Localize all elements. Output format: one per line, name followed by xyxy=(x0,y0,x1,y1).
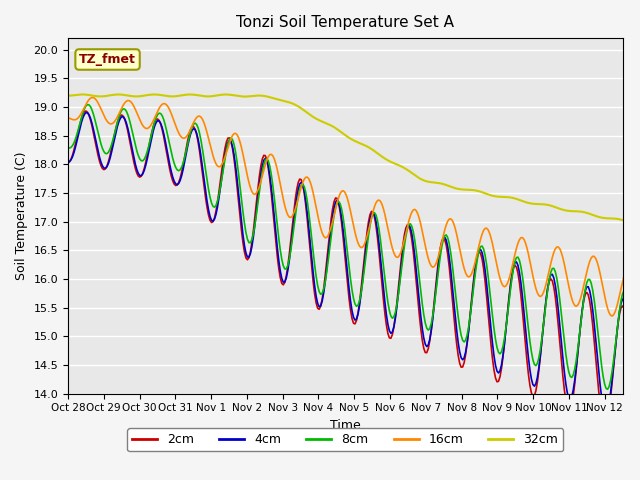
Title: Tonzi Soil Temperature Set A: Tonzi Soil Temperature Set A xyxy=(236,15,454,30)
Y-axis label: Soil Temperature (C): Soil Temperature (C) xyxy=(15,152,28,280)
Legend: 2cm, 4cm, 8cm, 16cm, 32cm: 2cm, 4cm, 8cm, 16cm, 32cm xyxy=(127,428,563,451)
X-axis label: Time: Time xyxy=(330,419,361,432)
Text: TZ_fmet: TZ_fmet xyxy=(79,53,136,66)
